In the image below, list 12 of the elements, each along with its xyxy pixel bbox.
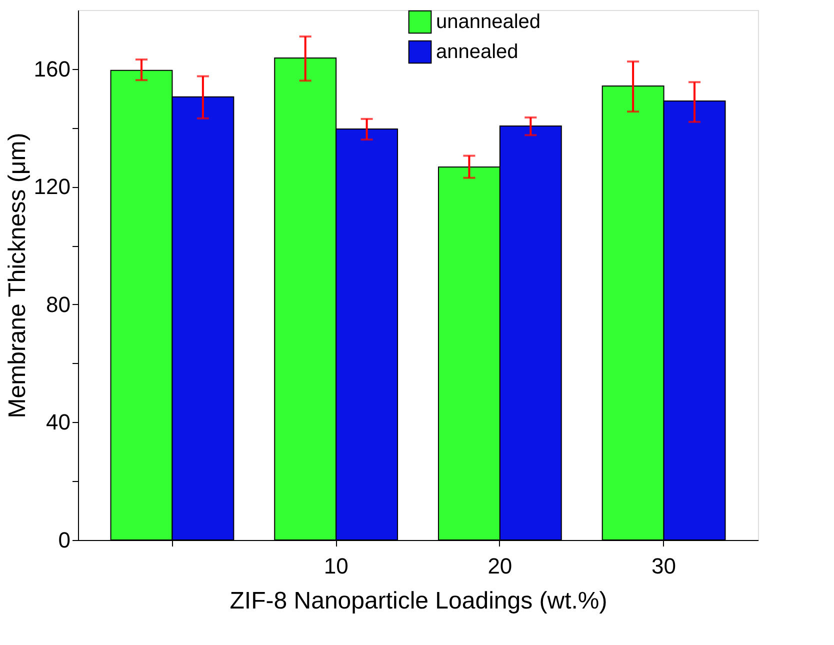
y-tick-label: 80 [46, 292, 70, 317]
x-tick-label: 10 [324, 554, 348, 578]
y-axis-title: Membrane Thickness (μm) [4, 132, 31, 418]
y-tick-label: 0 [58, 528, 70, 552]
y-tick-label: 160 [34, 56, 70, 82]
x-tick-label: 30 [652, 554, 676, 578]
legend-label: annealed [436, 41, 518, 63]
y-tick-label: 120 [34, 174, 70, 200]
x-axis-title: ZIF-8 Nanoparticle Loadings (wt.%) [230, 588, 608, 614]
y-tick-label: 40 [46, 410, 70, 435]
legend-label: unannealed [436, 11, 541, 33]
x-tick-label: 20 [488, 554, 512, 578]
